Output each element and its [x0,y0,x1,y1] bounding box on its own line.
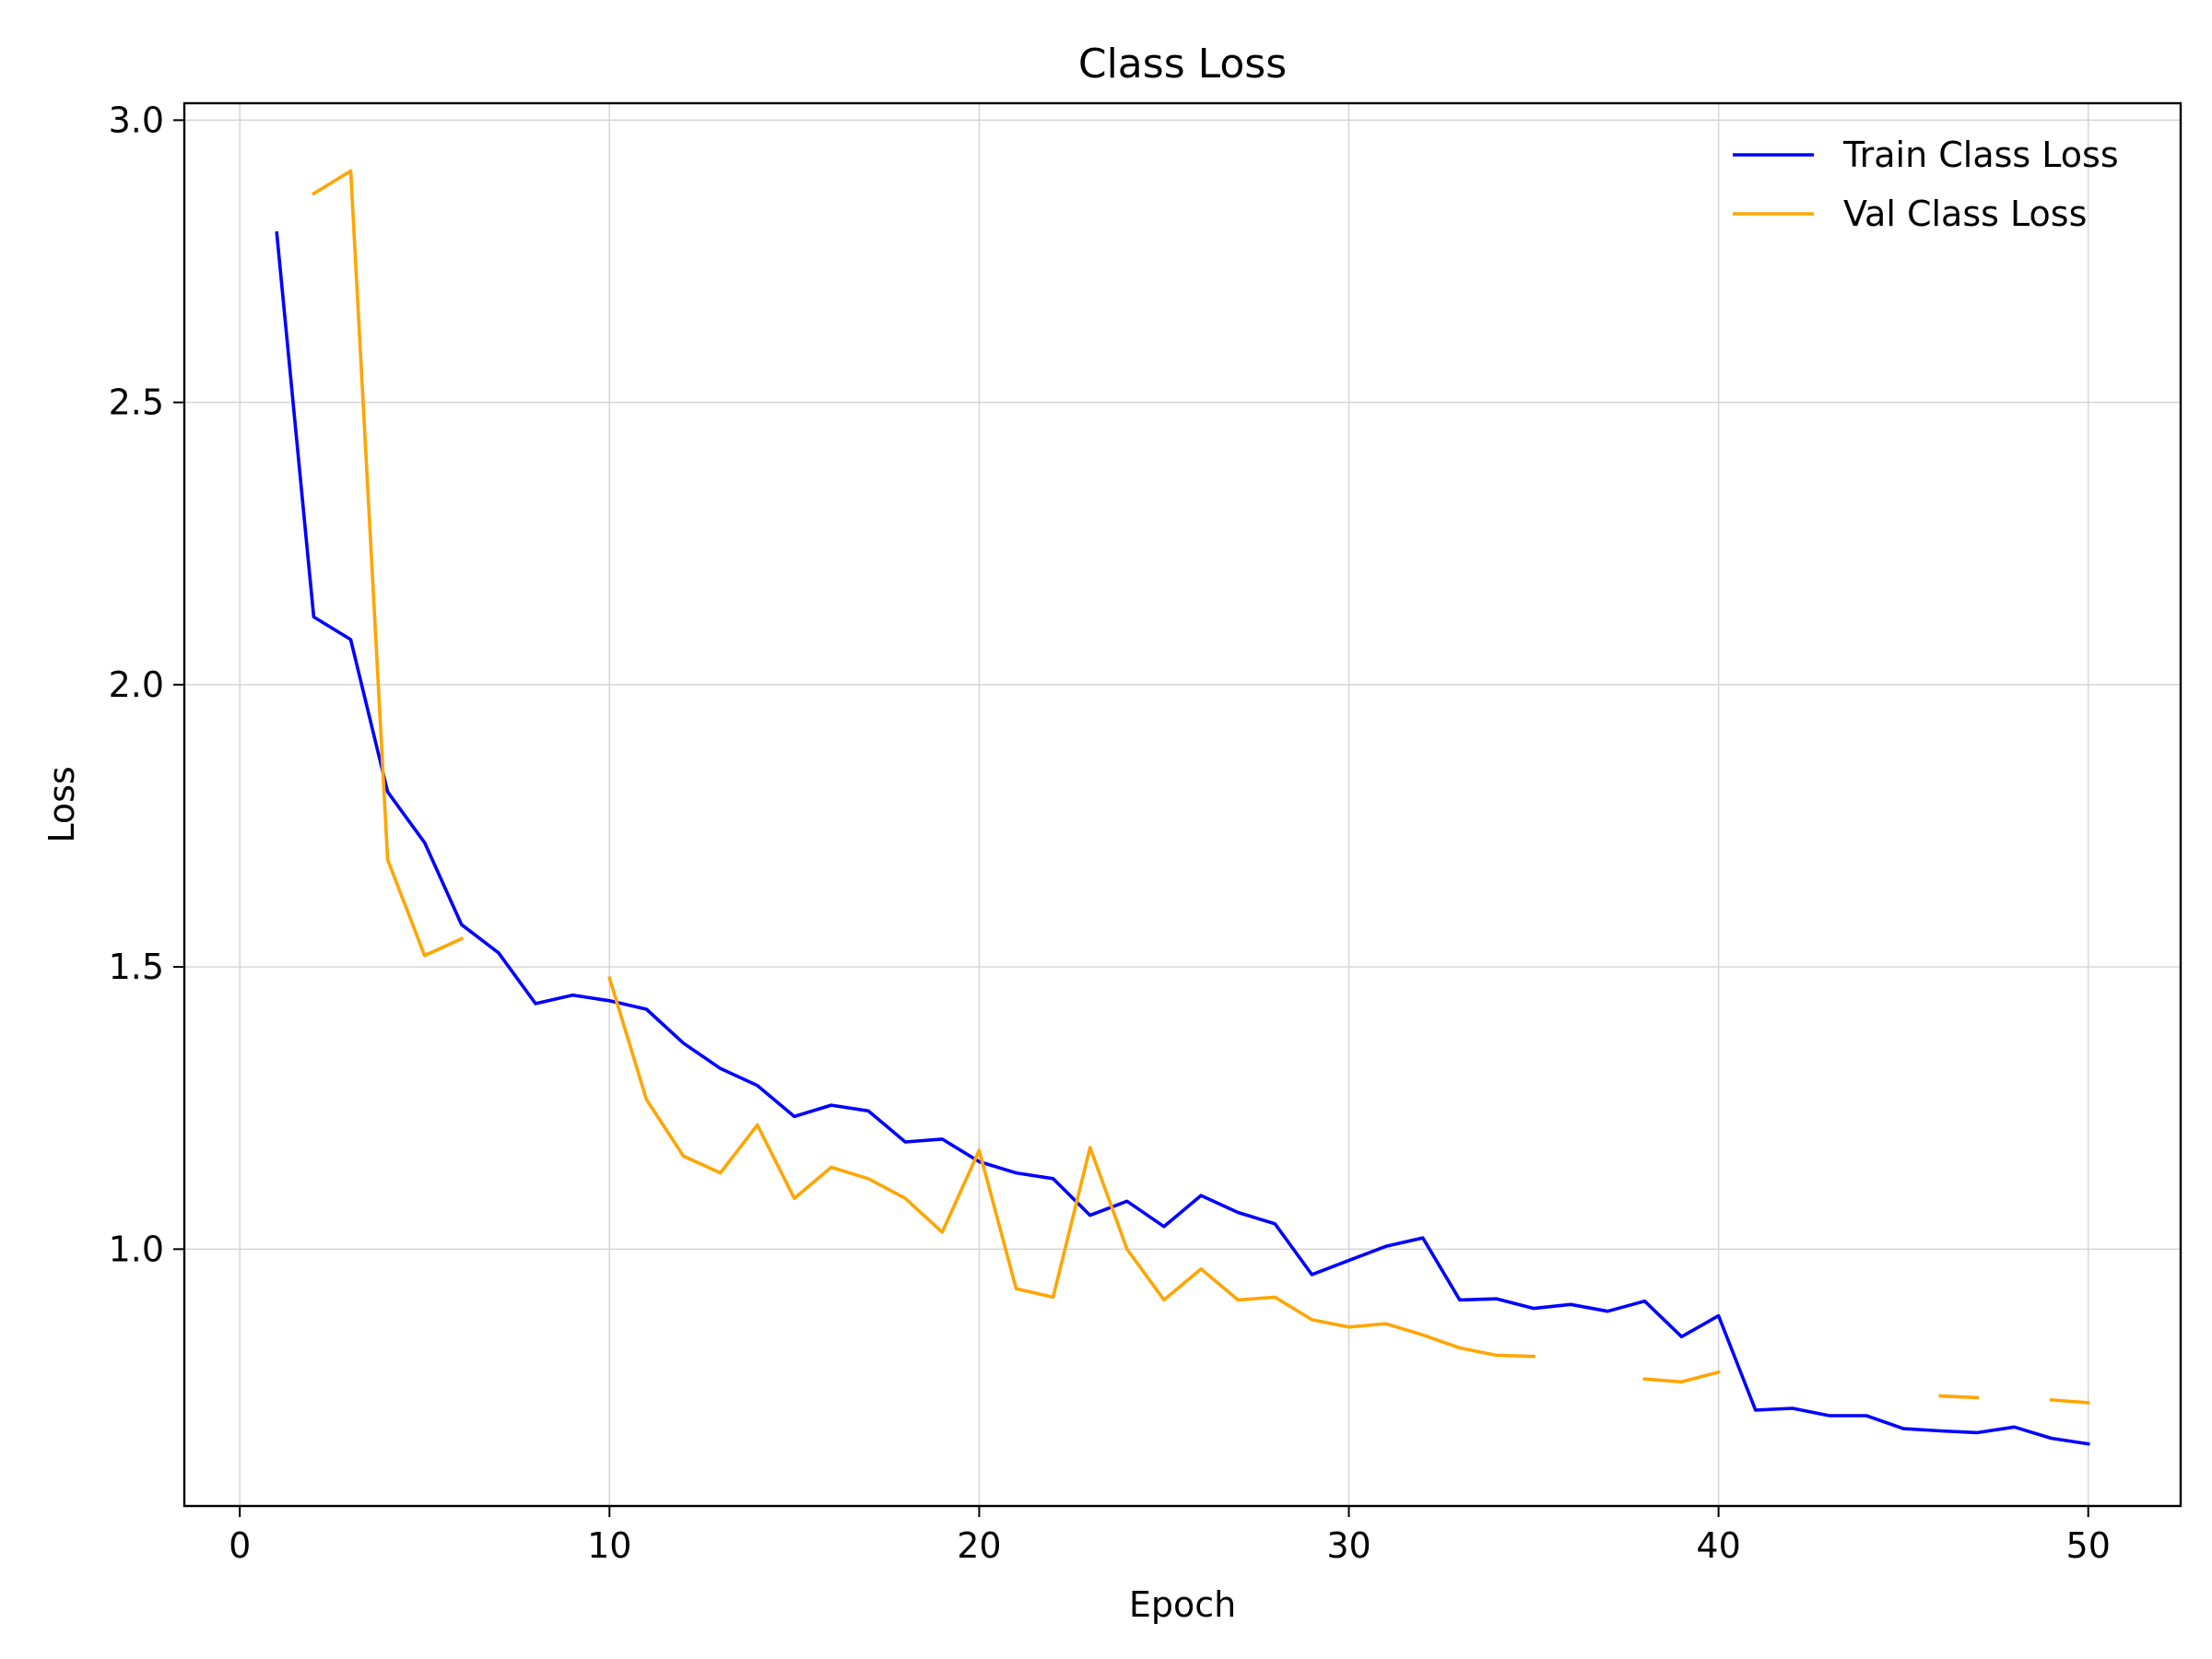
y-tick-label: 2.5 [109,382,164,423]
legend: Train Class Loss Val Class Loss [1733,135,2119,234]
x-tick-label: 30 [1326,1525,1371,1566]
grid [184,103,2181,1506]
val-class-loss-legend-label: Val Class Loss [1843,194,2087,234]
y-tick-label: 1.5 [109,947,164,987]
x-tick-label: 20 [957,1525,1001,1566]
y-tick-label: 1.0 [109,1229,164,1269]
x-axis-label: Epoch [1129,1584,1236,1625]
chart-title: Class Loss [1078,41,1287,88]
axis-ticks: 0 10 20 30 40 50 1.0 1.5 2.0 2.5 3.0 [109,100,2111,1566]
y-axis-label: Loss [41,766,82,842]
train-class-loss-line [275,230,2090,1446]
train-class-loss-legend-label: Train Class Loss [1842,135,2119,175]
x-tick-label: 10 [587,1525,631,1566]
x-tick-label: 0 [229,1525,251,1566]
y-tick-label: 2.0 [109,665,164,705]
x-tick-label: 50 [2066,1525,2111,1566]
y-tick-label: 3.0 [109,100,164,140]
x-tick-label: 40 [1696,1525,1740,1566]
series-lines [275,169,2090,1446]
plot-area-frame [182,101,2183,1508]
